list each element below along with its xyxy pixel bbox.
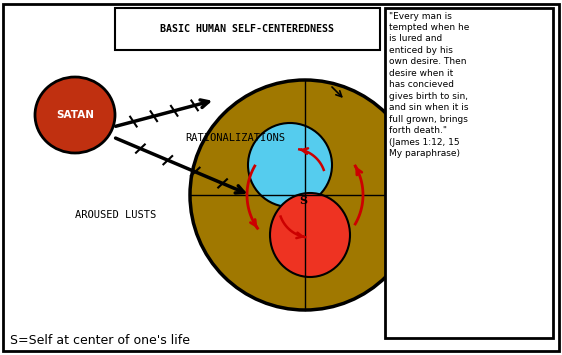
Text: S=Self at center of one's life: S=Self at center of one's life (10, 334, 190, 347)
Ellipse shape (190, 80, 420, 310)
Bar (385, 8, 553, 338)
Ellipse shape (248, 123, 332, 207)
Text: S: S (299, 195, 307, 206)
Text: "Every man is
tempted when he
is lured and
enticed by his
own desire. Then
desir: "Every man is tempted when he is lured a… (389, 12, 470, 158)
Text: BASIC HUMAN SELF-CENTEREDNESS: BASIC HUMAN SELF-CENTEREDNESS (161, 24, 334, 34)
Bar (115, 8, 380, 50)
Text: SATAN: SATAN (56, 110, 94, 120)
Ellipse shape (270, 193, 350, 277)
Ellipse shape (35, 77, 115, 153)
Text: RATIONALIZATIONS: RATIONALIZATIONS (185, 133, 285, 143)
Text: AROUSED LUSTS: AROUSED LUSTS (75, 210, 156, 220)
